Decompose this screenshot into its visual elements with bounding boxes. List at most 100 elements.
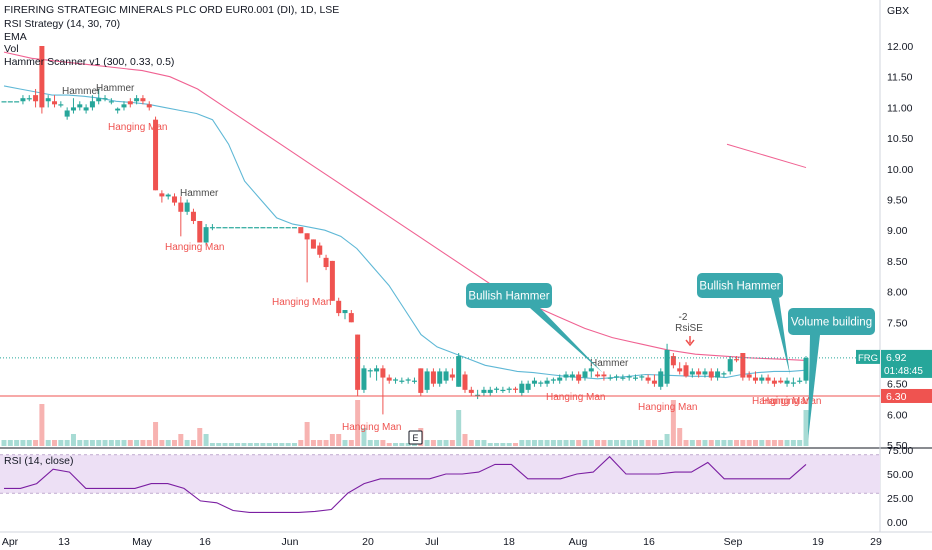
candle-body [790, 382, 796, 384]
volume-bar [361, 428, 367, 446]
candle-body [127, 101, 133, 105]
candle-body [178, 202, 184, 212]
candle-body [689, 371, 695, 375]
volume-bar [645, 440, 651, 446]
volume-bar [184, 440, 190, 446]
time-tick-label: Jun [282, 536, 299, 548]
volume-bar [317, 440, 323, 446]
pattern-label: Hammer [180, 188, 219, 199]
price-tag-box [881, 349, 932, 378]
volume-bar [740, 440, 746, 446]
volume-bar [96, 440, 102, 446]
candle-body [209, 227, 215, 229]
candle-body [77, 104, 83, 108]
volume-bar [310, 440, 316, 446]
axes-layer: GBX 12.00 11.50 11.00 10.50 10.00 9.50 9.00 8.50… [2, 5, 932, 548]
candle-body [165, 194, 171, 197]
candle-body [361, 368, 367, 390]
candles-layer [1, 46, 809, 415]
volume-bar [58, 440, 64, 446]
candle-body [771, 380, 777, 384]
time-tick-label: 16 [643, 536, 655, 548]
volume-bar [746, 440, 752, 446]
candle-body [102, 98, 108, 100]
volume-bar [197, 428, 203, 446]
candle-body [355, 334, 361, 390]
volume-bar [696, 440, 702, 446]
candle-body [228, 227, 234, 229]
rsi-pane-label[interactable]: RSI (14, close) [4, 455, 74, 467]
volume-bar [475, 440, 481, 446]
indicator-vol[interactable]: Vol [4, 43, 19, 55]
price-tick-label: 6.00 [887, 409, 908, 421]
volume-bar [487, 443, 493, 446]
volume-bar [247, 443, 253, 446]
indicator-hammer-scanner[interactable]: Hammer Scanner v1 (300, 0.33, 0.5) [4, 56, 175, 68]
volume-bar [449, 440, 455, 446]
volume-bar [33, 440, 39, 446]
volume-bar [651, 440, 657, 446]
candle-body [386, 377, 392, 381]
candle-body [614, 376, 620, 378]
candle-body [519, 383, 525, 393]
volume-bar [1, 440, 7, 446]
volume-bar [639, 440, 645, 446]
volume-bar [727, 440, 733, 446]
candle-body [708, 371, 714, 378]
pattern-label: Hanging Man [108, 122, 167, 133]
time-tick-label: Sep [724, 536, 743, 548]
volume-bar [620, 440, 626, 446]
candle-body [247, 227, 253, 229]
symbol-title[interactable]: FIRERING STRATEGIC MINERALS PLC ORD EUR0… [4, 4, 340, 16]
volume-bar [790, 440, 796, 446]
volume-bar [582, 440, 588, 446]
candle-body [336, 300, 342, 314]
candle-body [14, 101, 20, 103]
pattern-label: Hanging Man [546, 392, 605, 403]
volume-bar [39, 404, 45, 446]
callout-text: Volume building [791, 317, 872, 329]
time-tick-label: 19 [812, 536, 824, 548]
volume-bar [367, 440, 373, 446]
price-tag-value: 6.92 [886, 352, 907, 364]
pattern-label: Hanging Man [272, 297, 331, 308]
candle-body [260, 227, 266, 229]
indicator-rsi-strategy[interactable]: RSI Strategy (14, 30, 70) [4, 18, 121, 30]
volume-bar [405, 443, 411, 446]
candle-body [607, 377, 613, 379]
candle-body [601, 374, 607, 377]
candle-body [797, 380, 803, 382]
volume-bar [563, 440, 569, 446]
candle-body [544, 380, 550, 384]
time-tick-label: Jul [425, 536, 438, 548]
candle-body [746, 374, 752, 378]
candle-body [89, 101, 95, 108]
candle-body [664, 349, 670, 384]
candle-body [468, 389, 474, 393]
indicator-ema[interactable]: EMA [4, 31, 27, 43]
volume-bar [121, 440, 127, 446]
time-tick-label: 29 [870, 536, 882, 548]
candle-body [216, 227, 222, 229]
volume-bar [304, 422, 310, 446]
volume-bar [279, 443, 285, 446]
volume-bar [380, 440, 386, 446]
candle-body [481, 389, 487, 393]
rsi-tick-label: 0.00 [887, 517, 908, 529]
candle-body [83, 107, 89, 111]
volume-bar [658, 440, 664, 446]
volume-bar [165, 440, 171, 446]
callout-pointer [771, 298, 790, 375]
candle-body [557, 377, 563, 381]
hline-tag-value: 6.30 [886, 391, 907, 403]
candle-body [727, 359, 733, 372]
callout-box [466, 283, 552, 308]
candle-body [494, 388, 500, 390]
candle-body [304, 233, 310, 240]
volume-bar [803, 410, 809, 446]
candle-body [329, 260, 335, 301]
candle-body [418, 368, 424, 393]
volume-bar [386, 443, 392, 446]
